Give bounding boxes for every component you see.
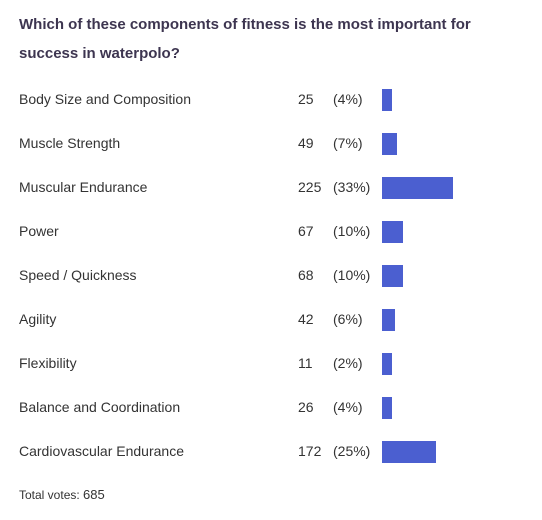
option-label: Balance and Coordination xyxy=(19,399,181,415)
option-vote-count: 49 xyxy=(298,135,314,151)
poll-row: Agility 42 (6%) xyxy=(0,298,542,342)
poll-row: Balance and Coordination 26 (4%) xyxy=(0,386,542,430)
option-bar-track xyxy=(382,89,537,111)
poll-row: Muscular Endurance 225 (33%) xyxy=(0,166,542,210)
option-label: Power xyxy=(19,223,59,239)
option-percent: (10%) xyxy=(333,223,371,239)
option-vote-count: 68 xyxy=(298,267,314,283)
option-bar xyxy=(382,265,403,287)
option-bar-track xyxy=(382,309,537,331)
option-bar-track xyxy=(382,177,537,199)
poll-row: Body Size and Composition 25 (4%) xyxy=(0,78,542,122)
option-bar-track xyxy=(382,353,537,375)
option-vote-count: 11 xyxy=(298,355,313,371)
option-bar xyxy=(382,221,403,243)
option-label: Flexibility xyxy=(19,355,77,371)
total-votes-value: 685 xyxy=(83,487,105,502)
option-vote-count: 26 xyxy=(298,399,314,415)
poll-row: Flexibility 11 (2%) xyxy=(0,342,542,386)
option-bar xyxy=(382,133,397,155)
option-vote-count: 67 xyxy=(298,223,314,239)
option-percent: (25%) xyxy=(333,443,371,459)
option-vote-count: 25 xyxy=(298,91,314,107)
poll-row: Cardiovascular Endurance 172 (25%) xyxy=(0,430,542,474)
poll-row: Power 67 (10%) xyxy=(0,210,542,254)
option-bar-track xyxy=(382,133,537,155)
option-bar-track xyxy=(382,265,537,287)
option-bar-track xyxy=(382,441,537,463)
total-votes-label: Total votes: xyxy=(19,488,80,502)
option-percent: (6%) xyxy=(333,311,363,327)
option-bar xyxy=(382,353,392,375)
option-label: Cardiovascular Endurance xyxy=(19,443,184,459)
option-bar xyxy=(382,177,453,199)
poll-row: Speed / Quickness 68 (10%) xyxy=(0,254,542,298)
option-vote-count: 225 xyxy=(298,179,322,195)
option-percent: (4%) xyxy=(333,399,363,415)
option-percent: (33%) xyxy=(333,179,371,195)
option-label: Muscular Endurance xyxy=(19,179,148,195)
option-label: Muscle Strength xyxy=(19,135,121,151)
option-bar xyxy=(382,397,392,419)
option-bar xyxy=(382,309,395,331)
option-percent: (2%) xyxy=(333,355,363,371)
option-bar-track xyxy=(382,221,537,243)
poll-question: Which of these components of fitness is … xyxy=(19,16,471,62)
option-percent: (7%) xyxy=(333,135,363,151)
poll-row: Muscle Strength 49 (7%) xyxy=(0,122,542,166)
option-bar xyxy=(382,89,392,111)
option-bar xyxy=(382,441,436,463)
option-label: Speed / Quickness xyxy=(19,267,137,283)
option-percent: (4%) xyxy=(333,91,363,107)
option-label: Body Size and Composition xyxy=(19,91,191,107)
total-votes: Total votes: 685 xyxy=(19,487,105,502)
option-bar-track xyxy=(382,397,537,419)
option-percent: (10%) xyxy=(333,267,371,283)
poll-rows: Body Size and Composition 25 (4%) Muscle St… xyxy=(0,78,542,474)
option-label: Agility xyxy=(19,311,57,327)
option-vote-count: 42 xyxy=(298,311,314,327)
option-vote-count: 172 xyxy=(298,443,322,459)
